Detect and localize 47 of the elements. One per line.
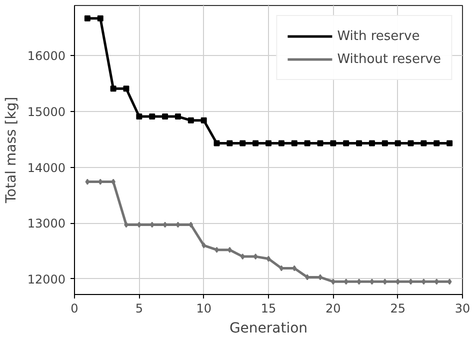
point [356,140,362,146]
x-tick-label: 5 [135,302,143,316]
point [240,254,245,260]
y-tick-label: 12000 [27,272,66,286]
point [420,140,427,146]
point [382,140,388,146]
y-tick-label: 14000 [27,160,66,175]
x-tick-label: 0 [70,302,78,316]
point [149,114,156,120]
x-axis-title: Generation [229,320,308,336]
x-tick-label: 15 [260,302,276,316]
point [266,140,272,146]
point [408,140,414,146]
point [97,15,104,22]
point [188,117,194,124]
point [200,117,207,124]
point [252,140,259,146]
y-axis-title: Total mass [kg] [3,96,20,204]
point [84,15,90,22]
point [343,140,350,146]
point [317,140,324,146]
point [162,114,168,120]
x-tick-label: 10 [196,302,212,316]
point [291,140,298,146]
point [240,140,246,146]
point [214,140,220,146]
point [446,140,453,146]
point [226,140,233,146]
y-tick-label: 16000 [27,49,66,64]
y-tick-label: 15000 [27,105,66,120]
x-tick-label: 30 [454,302,470,316]
point [174,114,181,120]
point [368,140,375,146]
legend-label: Without reserve [337,52,441,66]
point [278,140,284,146]
point [123,86,130,92]
point [394,140,401,146]
point [110,86,116,92]
x-tick-label: 20 [326,302,341,316]
legend-label: With reserve [337,28,420,44]
point [136,114,142,120]
point [266,256,271,262]
point [330,140,336,146]
point [434,140,440,146]
point [304,140,310,146]
y-tick-label: 13000 [27,216,66,231]
x-tick-label: 25 [390,302,406,316]
